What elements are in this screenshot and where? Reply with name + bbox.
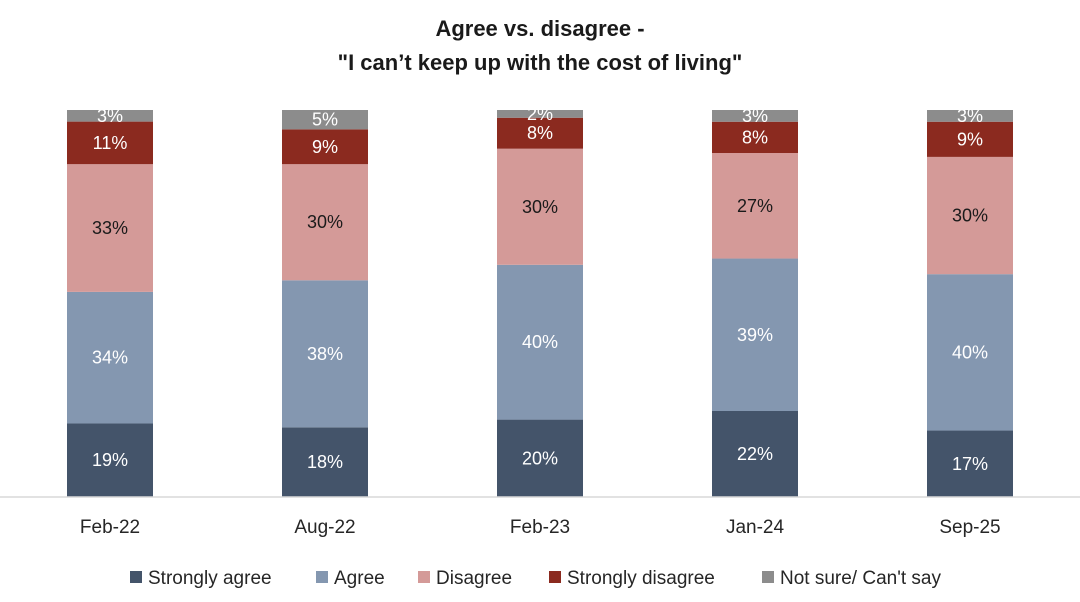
bar-segment-agree-aug-22 [282, 280, 368, 428]
legend-label-strongly-disagree: Strongly disagree [567, 568, 715, 589]
data-label-strongly-agree-aug-22: 18% [307, 452, 343, 472]
bar-segment-not-sure-can-t-say-feb-22 [67, 110, 153, 122]
legend-swatch-not-sure-can-t-say [762, 571, 774, 583]
data-label-strongly-disagree-jan-24: 8% [742, 127, 768, 147]
data-label-strongly-disagree-feb-22: 11% [93, 133, 128, 153]
legend-swatch-disagree [418, 571, 430, 583]
data-label-disagree-feb-23: 30% [522, 197, 558, 217]
bar-segment-disagree-aug-22 [282, 164, 368, 281]
bar-segment-strongly-disagree-jan-24 [712, 121, 798, 153]
bar-segment-strongly-disagree-feb-23 [497, 117, 583, 149]
legend-swatch-agree [316, 571, 328, 583]
bar-segment-disagree-sep-25 [927, 156, 1013, 275]
data-label-not-sure-can-t-say-jan-24: 3% [742, 106, 768, 126]
data-label-strongly-agree-feb-23: 20% [522, 448, 558, 468]
data-label-strongly-agree-sep-25: 17% [952, 454, 988, 474]
data-label-not-sure-can-t-say-feb-22: 3% [97, 106, 123, 126]
legend: Strongly agree Agree Disagree Strongly disa… [130, 568, 941, 589]
bar-segment-not-sure-can-t-say-sep-25 [927, 110, 1013, 122]
bar-segment-agree-sep-25 [927, 274, 1013, 431]
x-tick-labels: Feb-22 Aug-22 Feb-23 Jan-24 Sep-25 [80, 517, 1001, 538]
x-tick-label-sep-25: Sep-25 [939, 517, 1000, 538]
bar-segment-strongly-agree-feb-23 [497, 419, 583, 497]
legend-swatch-strongly-disagree [549, 571, 561, 583]
bars-group: 19%34%33%11%3%18%38%30%9%5%20%40%30%8%2%… [67, 104, 1013, 497]
bar-segment-agree-feb-23 [497, 264, 583, 420]
data-label-agree-jan-24: 39% [737, 325, 773, 345]
chart-title-line-1: Agree vs. disagree - [435, 16, 644, 41]
bar-segment-not-sure-can-t-say-aug-22 [282, 110, 368, 130]
data-label-strongly-agree-jan-24: 22% [737, 444, 773, 464]
bar-segment-strongly-disagree-sep-25 [927, 121, 1013, 157]
data-label-not-sure-can-t-say-sep-25: 3% [957, 106, 983, 126]
legend-label-disagree: Disagree [436, 568, 512, 589]
bar-segment-strongly-agree-sep-25 [927, 430, 1013, 497]
bar-segment-agree-feb-22 [67, 291, 153, 424]
bar-segment-disagree-feb-23 [497, 148, 583, 265]
data-label-agree-aug-22: 38% [307, 344, 343, 364]
x-tick-label-feb-22: Feb-22 [80, 517, 140, 538]
data-label-not-sure-can-t-say-feb-23: 2% [527, 104, 553, 124]
legend-label-agree: Agree [334, 568, 385, 589]
data-label-agree-sep-25: 40% [952, 342, 988, 362]
bar-segment-disagree-feb-22 [67, 164, 153, 292]
data-label-agree-feb-23: 40% [522, 332, 558, 352]
data-label-disagree-sep-25: 30% [952, 206, 988, 226]
bar-segment-strongly-disagree-aug-22 [282, 129, 368, 165]
bar-segment-disagree-jan-24 [712, 153, 798, 259]
bar-segment-strongly-agree-jan-24 [712, 411, 798, 497]
data-label-agree-feb-22: 34% [92, 348, 128, 368]
legend-swatch-strongly-agree [130, 571, 142, 583]
bar-segment-strongly-agree-feb-22 [67, 423, 153, 497]
bar-segment-strongly-disagree-feb-22 [67, 121, 153, 165]
bar-segment-not-sure-can-t-say-feb-23 [497, 110, 583, 118]
x-tick-label-jan-24: Jan-24 [726, 517, 785, 538]
legend-label-not-sure-can-t-say: Not sure/ Can't say [780, 568, 941, 589]
bar-segment-not-sure-can-t-say-jan-24 [712, 110, 798, 122]
data-label-disagree-feb-22: 33% [92, 218, 128, 238]
x-tick-label-aug-22: Aug-22 [294, 517, 355, 538]
data-label-strongly-disagree-feb-23: 8% [527, 123, 553, 143]
bar-segment-agree-jan-24 [712, 258, 798, 411]
data-label-strongly-disagree-aug-22: 9% [312, 137, 338, 157]
data-label-strongly-disagree-sep-25: 9% [957, 129, 983, 149]
data-label-strongly-agree-feb-22: 19% [92, 450, 128, 470]
data-label-disagree-aug-22: 30% [307, 212, 343, 232]
legend-label-strongly-agree: Strongly agree [148, 568, 272, 589]
chart-title-line-2: "I can’t keep up with the cost of living… [338, 50, 743, 75]
data-label-disagree-jan-24: 27% [737, 196, 773, 216]
x-tick-label-feb-23: Feb-23 [510, 517, 570, 538]
bar-segment-strongly-agree-aug-22 [282, 427, 368, 497]
data-label-not-sure-can-t-say-aug-22: 5% [312, 110, 338, 130]
